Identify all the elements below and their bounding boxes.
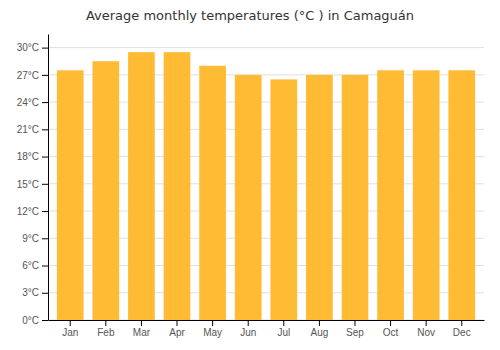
- x-tick-mark: [319, 320, 320, 326]
- x-tick: Jul: [277, 320, 290, 338]
- x-axis-line: [49, 320, 485, 321]
- y-tick: 30°C: [17, 42, 48, 53]
- x-tick-label: Jun: [240, 327, 256, 338]
- y-tick-mark: [42, 320, 48, 321]
- bar: [235, 75, 262, 320]
- y-tick: 24°C: [17, 97, 48, 108]
- y-tick-label: 30°C: [17, 42, 39, 53]
- y-tick-label: 3°C: [22, 287, 39, 298]
- y-tick: 12°C: [17, 206, 48, 217]
- bar: [164, 52, 191, 320]
- x-tick-label: Apr: [169, 327, 185, 338]
- bar: [306, 75, 333, 320]
- y-tick-mark: [42, 211, 48, 212]
- y-tick: 9°C: [22, 233, 48, 244]
- x-tick: Jan: [62, 320, 78, 338]
- y-tick-label: 9°C: [22, 233, 39, 244]
- x-tick-label: May: [203, 327, 222, 338]
- y-tick-label: 24°C: [17, 97, 39, 108]
- bar: [199, 66, 226, 320]
- x-tick-mark: [426, 320, 427, 326]
- y-tick-label: 21°C: [17, 124, 39, 135]
- title: Average monthly temperatures (°C ) in Ca…: [86, 8, 414, 23]
- grid-line: [48, 47, 484, 48]
- y-tick-mark: [42, 75, 48, 76]
- y-tick: 27°C: [17, 70, 48, 81]
- bar: [57, 70, 84, 320]
- bar: [92, 61, 119, 320]
- y-tick: 18°C: [17, 151, 48, 162]
- x-axis: Jan Feb Mar Apr May Jun Jul Aug Sep Oct Nov Dec: [49, 320, 485, 338]
- y-tick-mark: [42, 157, 48, 158]
- bars: [57, 52, 475, 320]
- grid: [48, 48, 484, 320]
- y-tick: 0°C: [22, 315, 48, 326]
- x-tick: Dec: [453, 320, 471, 338]
- y-tick: 21°C: [17, 124, 48, 135]
- x-tick-mark: [177, 320, 178, 326]
- y-tick-mark: [42, 238, 48, 239]
- x-tick: Jun: [240, 320, 256, 338]
- y-tick-label: 27°C: [17, 70, 39, 81]
- x-tick-mark: [461, 320, 462, 326]
- y-axis-line: [48, 35, 49, 321]
- x-tick: Feb: [97, 320, 115, 338]
- x-tick-label: Jul: [277, 327, 290, 338]
- y-tick-label: 6°C: [22, 260, 39, 271]
- y-tick-mark: [42, 48, 48, 49]
- x-tick-mark: [70, 320, 71, 326]
- x-tick: Sep: [346, 320, 364, 338]
- bar: [377, 70, 404, 320]
- x-tick-label: Jan: [62, 327, 78, 338]
- y-tick: 3°C: [22, 287, 48, 298]
- x-tick: May: [203, 320, 222, 338]
- chart: 0°C 3°C 6°C 9°C 12°C 15°C 18°C 21°C 24°C 27°C 30°C…: [0, 0, 500, 350]
- x-tick-label: Oct: [383, 327, 399, 338]
- y-tick-label: 18°C: [17, 151, 39, 162]
- x-tick-mark: [390, 320, 391, 326]
- y-axis: 0°C 3°C 6°C 9°C 12°C 15°C 18°C 21°C 24°C 27°C 30°C: [17, 35, 49, 326]
- y-tick: 6°C: [22, 260, 48, 271]
- x-tick-mark: [105, 320, 106, 326]
- y-tick: 15°C: [17, 179, 48, 190]
- x-tick: Mar: [133, 320, 151, 338]
- y-tick-mark: [42, 266, 48, 267]
- y-tick-label: 15°C: [17, 179, 39, 190]
- bar: [128, 52, 155, 320]
- y-tick-label: 12°C: [17, 206, 39, 217]
- x-tick-mark: [141, 320, 142, 326]
- bar: [413, 70, 440, 320]
- bar: [448, 70, 475, 320]
- x-tick-mark: [354, 320, 355, 326]
- y-tick-mark: [42, 129, 48, 130]
- x-tick-mark: [212, 320, 213, 326]
- x-tick: Nov: [417, 320, 435, 338]
- plot: 0°C 3°C 6°C 9°C 12°C 15°C 18°C 21°C 24°C 27°C 30°C…: [17, 35, 485, 339]
- x-tick-label: Nov: [417, 327, 435, 338]
- x-tick: Apr: [169, 320, 185, 338]
- y-tick-mark: [42, 102, 48, 103]
- x-tick-label: Feb: [97, 327, 115, 338]
- y-tick-mark: [42, 184, 48, 185]
- y-tick-mark: [42, 293, 48, 294]
- x-tick-label: Mar: [133, 327, 151, 338]
- x-tick-mark: [283, 320, 284, 326]
- x-tick-mark: [248, 320, 249, 326]
- x-tick: Oct: [383, 320, 399, 338]
- bar: [342, 75, 369, 320]
- x-tick: Aug: [310, 320, 328, 338]
- y-tick-label: 0°C: [22, 315, 39, 326]
- x-tick-label: Dec: [453, 327, 471, 338]
- bar: [270, 79, 297, 320]
- x-tick-label: Aug: [310, 327, 328, 338]
- x-tick-label: Sep: [346, 327, 364, 338]
